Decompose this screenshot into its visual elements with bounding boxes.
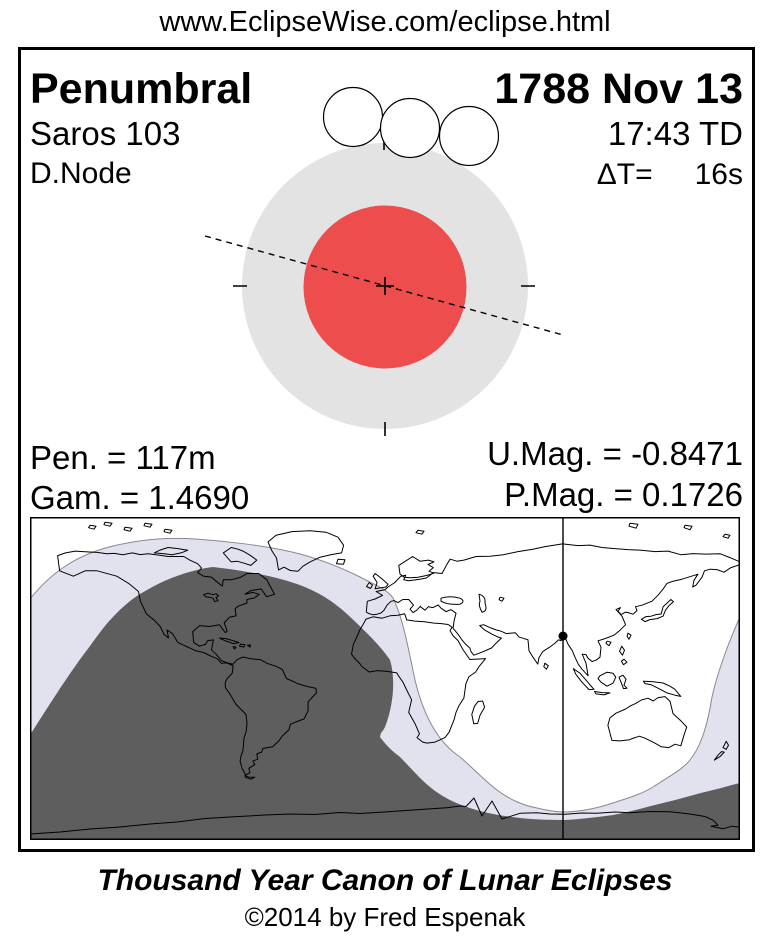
coastline-australia — [607, 696, 688, 749]
coastline-africa — [351, 613, 487, 744]
moon-contact4-circle — [438, 105, 500, 167]
map-night-region — [30, 567, 740, 840]
zenith-point-dot — [558, 631, 568, 641]
ecliptic-dashed-line — [204, 235, 564, 336]
moon-greatest-circle — [379, 97, 441, 159]
eclipse-date-label: 1788 Nov 13 — [494, 65, 743, 113]
coastline-greenland — [267, 530, 345, 572]
delta-t-value: 16s — [694, 158, 743, 191]
gamma-stat: Gam. = 1.4690 — [30, 479, 250, 516]
coastline-east-islands — [543, 599, 729, 761]
coastline-north-america — [57, 550, 276, 664]
delta-t-row: ΔT= 16s — [597, 160, 743, 190]
inland-seas — [440, 593, 505, 613]
delta-t-label: ΔT= — [596, 158, 653, 191]
eclipse-type-label: Penumbral — [30, 65, 253, 113]
eclipse-figure: Penumbral 1788 Nov 13 Saros 103 17:43 TD… — [18, 47, 755, 852]
page-url-title: www.EclipseWise.com/eclipse.html — [159, 6, 611, 38]
copyright-line: ©2014 by Fred Espenak — [244, 902, 526, 932]
shadow-diagram — [204, 86, 564, 436]
canon-title: Thousand Year Canon of Lunar Eclipses — [97, 864, 673, 897]
map-border — [30, 517, 740, 840]
node-label: D.Node — [30, 157, 132, 190]
center-cross-and-ticks — [233, 136, 535, 436]
moon-contact1-circle — [322, 86, 384, 148]
saros-label: Saros 103 — [30, 115, 181, 152]
coastline-scandinavia — [398, 556, 435, 579]
coastline-antarctica — [30, 797, 740, 835]
time-label: 17:43 TD — [607, 115, 743, 152]
coastline-madagascar — [471, 700, 486, 725]
penumbral-duration-stat: Pen. = 117m — [30, 439, 216, 476]
coastline-south-america — [224, 656, 317, 780]
penumbral-magnitude-stat: P.Mag. = 0.1726 — [504, 476, 743, 513]
coastline-eurasia — [365, 543, 740, 677]
visibility-map — [30, 517, 740, 840]
umbral-magnitude-stat: U.Mag. = -0.8471 — [487, 435, 743, 472]
coastline-west-islands — [88, 521, 731, 650]
